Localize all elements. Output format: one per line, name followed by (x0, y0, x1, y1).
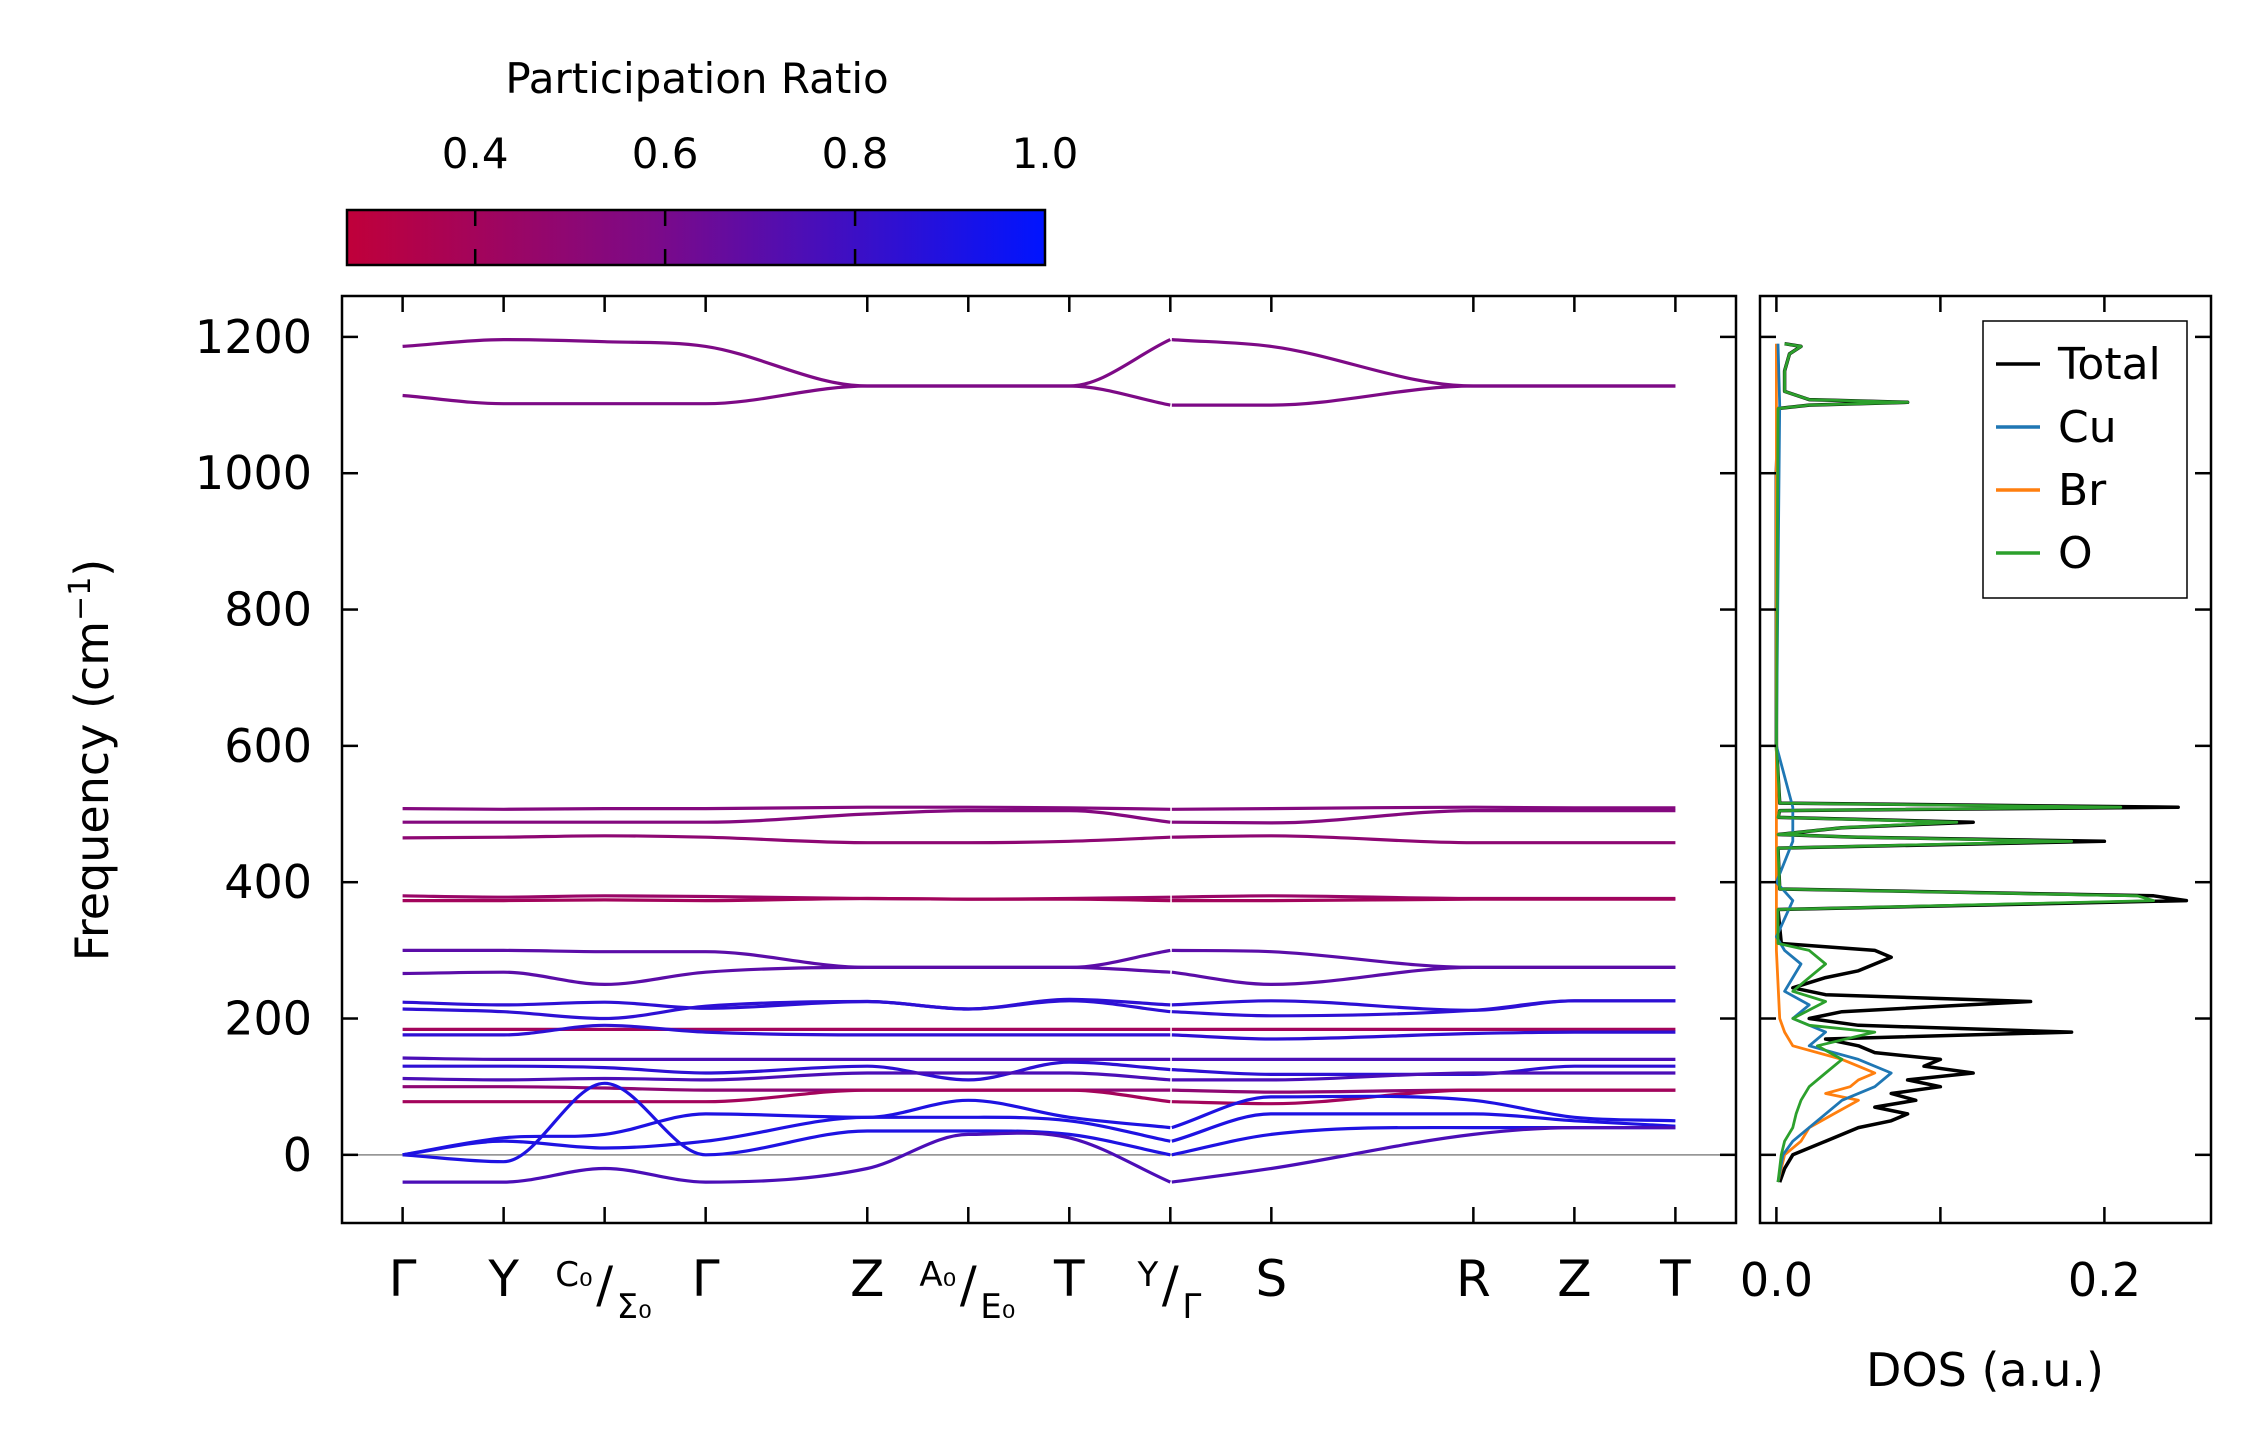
dos-series-cu (1775, 343, 1893, 1183)
kpoint-label: T (1659, 1250, 1691, 1308)
kpoint-label-left: C₀ (555, 1255, 592, 1295)
phonon-band (402, 1023, 1676, 1041)
y-axis-label: Frequency (cm−1) (63, 559, 119, 962)
dos-lines (1774, 341, 2189, 1183)
dos-series-o (1775, 342, 2156, 1183)
band-y-tick-label: 1200 (195, 310, 312, 364)
kpoint-label: Z (850, 1250, 884, 1308)
band-y-tick-label: 600 (224, 719, 312, 773)
kpoint-label-left: Y (1137, 1255, 1159, 1295)
colorbar-tick-label: 0.8 (822, 129, 889, 178)
kpoint-label-right: Γ (1182, 1287, 1201, 1327)
kpoint-label: T (1053, 1250, 1085, 1308)
dos-x-tick-label: 0.2 (2068, 1253, 2141, 1307)
band-x-axis: Γ Y C₀ / Σ₀ Γ Z A₀ / E₀ T Y / Γ S R Z T (389, 296, 1691, 1327)
phonon-band (402, 965, 1676, 987)
kpoint-label-slash: / (960, 1256, 977, 1314)
phonon-band (402, 1071, 1676, 1082)
colorbar-ticks: 0.4 0.6 0.8 1.0 (442, 129, 1079, 265)
phonon-band (402, 1125, 1676, 1184)
colorbar-tick-label: 1.0 (1012, 129, 1079, 178)
phonon-band (402, 896, 1676, 903)
kpoint-label: Y (487, 1250, 519, 1308)
kpoint-label: R (1456, 1250, 1491, 1308)
kpoint-label-right: E₀ (980, 1287, 1015, 1327)
colorbar: Participation Ratio 0.4 0.6 0.8 1.0 (345, 54, 1079, 267)
phonon-band (402, 805, 1676, 811)
dos-x-tick-label: 0.0 (1740, 1253, 1813, 1307)
legend-label: Cu (2058, 402, 2117, 453)
phonon-band (402, 1112, 1676, 1157)
phonon-band (402, 1056, 1676, 1062)
dos-axes: 0.0 0.2 (1740, 296, 2211, 1307)
band-y-tick-label: 0 (283, 1128, 312, 1182)
kpoint-split-label: C₀ / Σ₀ (555, 1255, 652, 1327)
kpoint-label-slash: / (1162, 1256, 1179, 1314)
colorbar-gradient (345, 208, 1047, 267)
phonon-band (402, 834, 1676, 845)
phonon-band (402, 808, 1676, 825)
phonon-band (402, 999, 1676, 1021)
band-y-tick-label: 1000 (195, 446, 312, 500)
colorbar-tick-label: 0.6 (632, 129, 699, 178)
band-y-axis: 0 200 400 600 800 1000 1200 (195, 310, 1736, 1182)
dos-x-axis-label: DOS (a.u.) (1866, 1343, 2104, 1397)
kpoint-split-label: A₀ / E₀ (919, 1255, 1015, 1327)
kpoint-split-label: Y / Γ (1137, 1255, 1202, 1327)
colorbar-title: Participation Ratio (505, 54, 888, 103)
legend: Total Cu Br O (1982, 320, 2188, 599)
legend-label: Total (2057, 339, 2161, 390)
kpoint-label: S (1255, 1250, 1287, 1308)
phonon-band (402, 948, 1676, 970)
legend-label: Br (2058, 465, 2107, 516)
dos-frame (1758, 294, 2213, 1225)
phonon-band (402, 384, 1676, 407)
phonon-band (402, 1081, 1676, 1164)
dos-panel: 0.0 0.2 DOS (a.u.) Total Cu Br O (1740, 294, 2213, 1397)
kpoint-label: Z (1557, 1250, 1591, 1308)
kpoint-label-left: A₀ (919, 1255, 956, 1295)
kpoint-label: Γ (389, 1250, 417, 1308)
phonon-band (402, 337, 1676, 388)
band-frame (340, 294, 1738, 1225)
band-y-tick-label: 800 (224, 583, 312, 637)
band-y-tick-label: 200 (224, 992, 312, 1046)
phonon-bands (402, 337, 1676, 1184)
colorbar-tick-label: 0.4 (442, 129, 509, 178)
legend-label: O (2058, 528, 2093, 579)
phonon-band (402, 1088, 1676, 1106)
kpoint-label: Γ (692, 1250, 720, 1308)
kpoint-label-right: Σ₀ (617, 1287, 652, 1327)
phonon-band (402, 1094, 1676, 1157)
band-y-tick-label: 400 (224, 855, 312, 909)
dos-series-br (1775, 343, 1877, 1183)
kpoint-label-slash: / (596, 1256, 613, 1314)
